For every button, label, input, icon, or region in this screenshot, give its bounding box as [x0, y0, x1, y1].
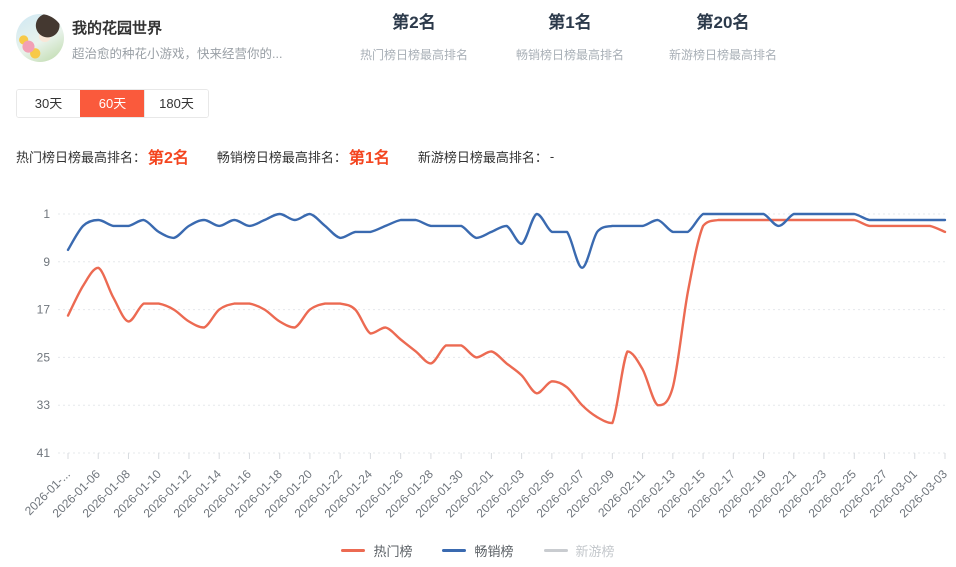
legend-item-new[interactable]: 新游榜: [543, 541, 615, 560]
legend-item-hot[interactable]: 热门榜: [341, 541, 412, 560]
stat-hot-rank-label: 热门榜日榜最高排名: [359, 48, 468, 62]
legend-hot-label: 热门榜: [373, 544, 413, 559]
game-subtitle: 超治愈的种花小游戏，快来经营你的...: [72, 47, 283, 61]
svg-text:9: 9: [43, 255, 50, 269]
summary-sales: 畅销榜日榜最高排名： 第1名: [217, 144, 390, 168]
chart-legend: 热门榜 畅销榜 新游榜: [0, 541, 956, 560]
rank-trend-chart[interactable]: 1 9 17 25 33 41: [0, 195, 956, 465]
summary-sales-value: 第1名: [348, 150, 390, 167]
svg-text:41: 41: [37, 446, 51, 460]
summary-hot-value: 第2名: [148, 150, 189, 167]
summary-new-value: -: [549, 148, 555, 164]
legend-new-label: 新游榜: [575, 544, 615, 559]
summary-hot-label: 热门榜日榜最高排名：: [16, 149, 147, 165]
legend-sales-label: 畅销榜: [474, 544, 514, 559]
svg-text:17: 17: [37, 303, 51, 317]
summary-hot: 热门榜日榜最高排名： 第2名: [16, 144, 189, 168]
svg-text:1: 1: [43, 207, 50, 221]
stat-sales-rank-label: 畅销榜日榜最高排名: [515, 48, 624, 62]
tab-60-days[interactable]: 60天: [80, 90, 144, 117]
stat-sales-rank: 第1名 畅销榜日榜最高排名: [495, 8, 645, 63]
svg-text:33: 33: [37, 398, 51, 412]
game-avatar: [16, 14, 64, 62]
game-title: 我的花园世界: [72, 20, 163, 37]
hot-line-swatch-icon: [341, 549, 366, 552]
tab-180-days[interactable]: 180天: [144, 90, 208, 117]
stat-new-rank-value: 第20名: [696, 13, 750, 32]
stat-sales-rank-value: 第1名: [548, 13, 592, 32]
summary-sales-label: 畅销榜日榜最高排名：: [216, 149, 347, 165]
svg-text:25: 25: [37, 350, 51, 364]
time-range-tabs: 30天 60天 180天: [16, 89, 209, 118]
stat-new-rank: 第20名 新游榜日榜最高排名: [648, 8, 798, 63]
best-rank-summary: 热门榜日榜最高排名： 第2名 畅销榜日榜最高排名： 第1名 新游榜日榜最高排名：…: [16, 144, 582, 168]
stat-hot-rank-value: 第2名: [392, 13, 436, 32]
sales-line-swatch-icon: [442, 549, 467, 552]
tab-30-days[interactable]: 30天: [17, 90, 80, 117]
legend-item-sales[interactable]: 畅销榜: [442, 541, 514, 560]
stat-hot-rank: 第2名 热门榜日榜最高排名: [339, 8, 489, 63]
summary-new-label: 新游榜日榜最高排名：: [417, 149, 548, 165]
new-line-swatch-icon: [543, 549, 568, 552]
summary-new: 新游榜日榜最高排名： -: [418, 147, 554, 166]
stat-new-rank-label: 新游榜日榜最高排名: [668, 48, 777, 62]
